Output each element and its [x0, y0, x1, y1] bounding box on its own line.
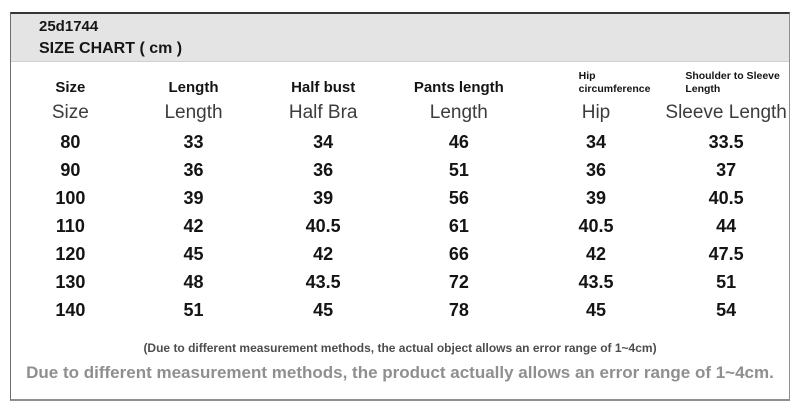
table-row: 120 45 42 66 42 47.5 — [11, 240, 789, 268]
table-header-row-secondary: Size Length Half Bra Length Hip Sleeve L… — [11, 98, 789, 128]
product-code: 25d1744 — [39, 18, 99, 35]
cell-sleeve-length: 47.5 — [708, 244, 744, 264]
subheader-half-bra: Half Bra — [288, 102, 358, 123]
table-row: 130 48 43.5 72 43.5 51 — [11, 268, 789, 296]
cell-sleeve-length: 44 — [716, 216, 737, 236]
cell-pants-length: 72 — [448, 272, 469, 292]
cell-size: 140 — [55, 300, 86, 320]
footnote-small: (Due to different measurement methods, t… — [143, 341, 657, 355]
cell-length: 36 — [183, 160, 204, 180]
column-header-shoulder-to-sleeve: Shoulder to Sleeve Length — [685, 70, 780, 95]
table-body: 80 33 34 46 34 33.5 90 36 36 51 36 37 10… — [11, 128, 789, 324]
cell-half-bust: 34 — [313, 132, 334, 152]
subheader-sleeve-length: Sleeve Length — [665, 102, 787, 123]
cell-pants-length: 56 — [448, 188, 469, 208]
cell-hip: 34 — [585, 132, 606, 152]
cell-hip: 36 — [585, 160, 606, 180]
column-header-hip-circumference: Hip circumference — [578, 70, 651, 95]
cell-half-bust: 40.5 — [305, 216, 341, 236]
cell-size: 80 — [60, 132, 81, 152]
cell-pants-length: 51 — [448, 160, 469, 180]
page-title: SIZE CHART ( cm ) — [39, 40, 183, 57]
subheader-size: Size — [51, 102, 89, 123]
cell-half-bust: 43.5 — [305, 272, 341, 292]
cell-length: 33 — [183, 132, 204, 152]
cell-length: 45 — [183, 244, 204, 264]
subheader-length: Length — [164, 102, 223, 123]
table-row: 80 33 34 46 34 33.5 — [11, 128, 789, 156]
cell-pants-length: 78 — [448, 300, 469, 320]
subheader-hip: Hip — [581, 102, 611, 123]
cell-hip: 42 — [585, 244, 606, 264]
cell-sleeve-length: 37 — [716, 160, 737, 180]
cell-half-bust: 39 — [313, 188, 334, 208]
cell-length: 42 — [183, 216, 204, 236]
cell-pants-length: 61 — [448, 216, 469, 236]
cell-hip: 40.5 — [578, 216, 614, 236]
size-chart-panel: 25d1744 SIZE CHART ( cm ) Size Length Ha… — [10, 12, 790, 401]
column-header-half-bust: Half bust — [291, 79, 356, 96]
cell-length: 39 — [183, 188, 204, 208]
cell-size: 120 — [55, 244, 86, 264]
cell-sleeve-length: 33.5 — [708, 132, 744, 152]
cell-pants-length: 66 — [448, 244, 469, 264]
cell-sleeve-length: 40.5 — [708, 188, 744, 208]
footnotes: (Due to different measurement methods, t… — [11, 324, 789, 383]
cell-size: 110 — [55, 216, 85, 236]
table-row: 140 51 45 78 45 54 — [11, 296, 789, 324]
table-row: 110 42 40.5 61 40.5 44 — [11, 212, 789, 240]
cell-size: 90 — [60, 160, 81, 180]
table-row: 90 36 36 51 36 37 — [11, 156, 789, 184]
cell-length: 51 — [183, 300, 204, 320]
table-row: 100 39 39 56 39 40.5 — [11, 184, 789, 212]
cell-hip: 39 — [585, 188, 606, 208]
cell-sleeve-length: 51 — [716, 272, 737, 292]
cell-size: 130 — [55, 272, 86, 292]
table-header-row-primary: Size Length Half bust Pants length Hip c… — [11, 62, 789, 98]
cell-length: 48 — [183, 272, 204, 292]
title-band: 25d1744 SIZE CHART ( cm ) — [11, 14, 789, 62]
cell-half-bust: 36 — [313, 160, 334, 180]
column-header-length: Length — [168, 79, 219, 96]
subheader-pants-length: Length — [429, 102, 488, 123]
cell-half-bust: 45 — [313, 300, 334, 320]
cell-hip: 43.5 — [578, 272, 614, 292]
cell-sleeve-length: 54 — [716, 300, 737, 320]
column-header-size: Size — [55, 79, 86, 96]
footnote-large: Due to different measurement methods, th… — [26, 363, 774, 382]
column-header-pants-length: Pants length — [413, 79, 504, 96]
cell-half-bust: 42 — [313, 244, 334, 264]
cell-pants-length: 46 — [448, 132, 469, 152]
cell-hip: 45 — [585, 300, 606, 320]
cell-size: 100 — [55, 188, 86, 208]
